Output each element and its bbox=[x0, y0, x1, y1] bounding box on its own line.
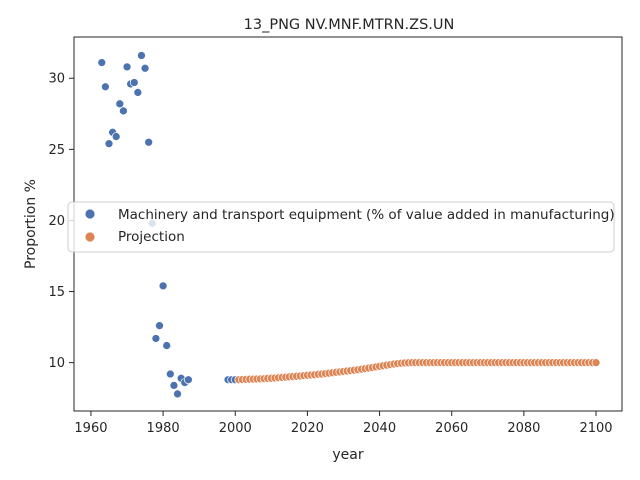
legend-marker-series-1 bbox=[84, 208, 96, 220]
data-point-actual bbox=[165, 369, 175, 379]
x-tick-label: 1960 bbox=[74, 421, 107, 436]
data-point-actual bbox=[133, 88, 143, 97]
data-point-actual bbox=[119, 106, 128, 116]
x-axis-label: year bbox=[332, 447, 363, 463]
data-point-actual bbox=[122, 62, 132, 72]
data-point-actual bbox=[184, 375, 193, 385]
y-tick-label: 25 bbox=[48, 143, 65, 158]
data-point-actual bbox=[155, 321, 164, 331]
data-point-actual bbox=[169, 381, 179, 390]
x-tick-label: 2040 bbox=[363, 421, 396, 436]
data-point-actual bbox=[144, 137, 154, 147]
data-point-actual bbox=[140, 63, 150, 73]
x-tick-label: 2100 bbox=[579, 421, 612, 436]
data-point-actual bbox=[151, 334, 161, 343]
legend-box bbox=[67, 201, 615, 253]
legend-label-series-2: Projection bbox=[118, 229, 185, 245]
data-point-actual bbox=[158, 281, 168, 291]
x-axis: 1960 1980 2000 2020 2040 2060 2080 2100 bbox=[74, 411, 613, 436]
y-axis-label: Proportion % bbox=[23, 179, 39, 269]
data-point-actual bbox=[101, 82, 110, 92]
y-tick-label: 10 bbox=[48, 356, 65, 371]
y-tick-label: 30 bbox=[48, 72, 65, 87]
chart-title: 13_PNG NV.MNF.MTRN.ZS.UN bbox=[244, 17, 455, 33]
y-tick-label: 15 bbox=[48, 285, 65, 300]
plot-points bbox=[97, 51, 601, 399]
data-point-actual bbox=[173, 389, 182, 399]
data-point-actual bbox=[162, 341, 172, 350]
y-tick-label: 20 bbox=[48, 214, 65, 229]
legend-label-series-1: Machinery and transport equipment (% of … bbox=[118, 207, 615, 223]
x-tick-label: 2080 bbox=[507, 421, 540, 436]
legend: Machinery and transport equipment (% of … bbox=[67, 201, 615, 253]
data-point-actual bbox=[115, 99, 125, 109]
data-point-actual bbox=[137, 51, 146, 60]
data-point-actual bbox=[111, 132, 121, 141]
x-tick-label: 1980 bbox=[147, 421, 180, 436]
data-point-actual bbox=[129, 78, 139, 87]
data-point-actual bbox=[104, 139, 114, 149]
y-axis: 10 15 20 25 30 bbox=[48, 72, 74, 371]
data-point-projection bbox=[591, 358, 601, 368]
x-tick-label: 2060 bbox=[435, 421, 468, 436]
x-tick-label: 2020 bbox=[291, 421, 324, 436]
data-point-actual bbox=[97, 58, 107, 67]
legend-marker-series-2 bbox=[84, 231, 96, 243]
x-tick-label: 2000 bbox=[219, 421, 252, 436]
